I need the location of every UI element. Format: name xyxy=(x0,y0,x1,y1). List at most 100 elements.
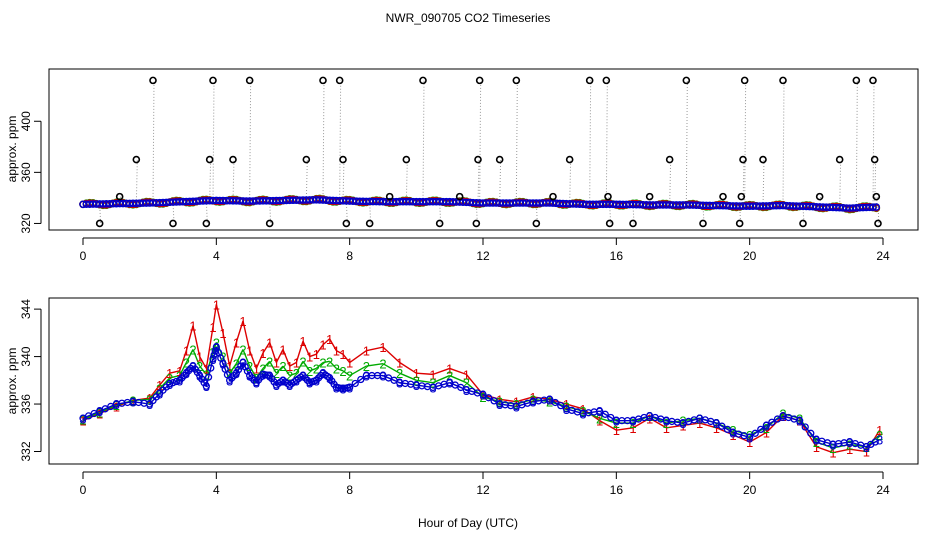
series-2-label: 2 xyxy=(213,335,220,350)
series-2-label: 2 xyxy=(346,369,353,384)
outlier-point xyxy=(872,192,881,201)
series-1-segment xyxy=(215,304,224,334)
series-3-label: 3 xyxy=(529,395,536,410)
series-2-segment xyxy=(289,372,297,377)
outlier-point xyxy=(245,76,254,85)
series-1-label: 1 xyxy=(829,446,836,461)
series-1-label: 1 xyxy=(876,423,883,438)
bottom-panel-x-tick-label: 0 xyxy=(80,483,87,497)
series-3-label: 3 xyxy=(379,369,386,384)
series-3-label: 3 xyxy=(479,388,486,403)
series-1-segment xyxy=(282,349,291,367)
series-1-label: 1 xyxy=(663,421,670,436)
series-3-point xyxy=(601,410,609,418)
series-1-label: 1 xyxy=(496,392,503,407)
series-2-segment xyxy=(179,362,187,376)
outlier-point xyxy=(565,155,574,164)
series-1-label: 1 xyxy=(446,361,453,376)
top-panel-y-tick-label: 400 xyxy=(19,111,33,131)
bottom-panel-y-tick-label: 340 xyxy=(19,346,33,366)
series-2-label: 2 xyxy=(319,356,326,371)
series-3-label: 3 xyxy=(646,409,653,424)
series-1-label: 1 xyxy=(546,392,553,407)
series-3-point xyxy=(346,383,354,392)
series-2-segment xyxy=(282,365,291,376)
series-3-label: 3 xyxy=(496,397,503,412)
excursion-line xyxy=(782,80,785,206)
bottom-panel-y-tick-label: 336 xyxy=(19,394,33,414)
series-1-label: 1 xyxy=(293,356,300,371)
series-1-label: 1 xyxy=(203,361,210,376)
outlier-point xyxy=(665,155,674,164)
series-1-label: 1 xyxy=(196,350,203,365)
series-2-segment xyxy=(322,360,330,364)
bottom-panel-x-tick-label: 8 xyxy=(346,483,353,497)
excursion-line xyxy=(339,80,342,201)
series-1-label: 1 xyxy=(259,346,266,361)
series-3-point xyxy=(871,438,879,446)
outlier-point xyxy=(629,219,637,228)
series-3-segment xyxy=(199,375,207,387)
series-1-segment xyxy=(699,422,717,429)
series-1-label: 1 xyxy=(763,426,770,441)
excursion-line xyxy=(249,80,252,202)
outlier-point xyxy=(735,219,744,228)
excursion-line xyxy=(872,80,875,208)
top-panel-x-tick-label: 12 xyxy=(476,249,490,263)
series-2-segment xyxy=(159,377,171,390)
series-1-segment xyxy=(329,338,337,351)
series-2-segment xyxy=(229,363,237,374)
baseline-point xyxy=(872,203,881,211)
series-1-segment xyxy=(289,361,297,367)
series-2-label: 2 xyxy=(96,405,103,420)
series-1-segment xyxy=(649,417,667,429)
series-2-segment xyxy=(275,365,284,374)
outlier-point xyxy=(335,76,344,85)
series-1-label: 1 xyxy=(176,364,183,379)
series-3-point xyxy=(351,379,359,388)
series-3-point xyxy=(746,433,754,441)
series-1-segment xyxy=(632,417,651,429)
outlier-point xyxy=(205,155,214,164)
series-1-segment xyxy=(295,340,304,363)
series-1-segment xyxy=(599,420,617,431)
series-2-label: 2 xyxy=(239,342,246,357)
series-3-point xyxy=(204,373,213,381)
series-1-segment xyxy=(249,350,257,369)
series-2-label: 2 xyxy=(299,354,306,369)
series-1-segment xyxy=(212,304,218,328)
series-2-label: 2 xyxy=(696,411,703,426)
series-1-segment xyxy=(262,341,271,354)
series-2-label: 2 xyxy=(326,354,333,369)
outlier-point xyxy=(874,219,882,228)
excursion-line xyxy=(232,159,235,201)
series-1-segment xyxy=(499,398,517,403)
series-3-label: 3 xyxy=(413,378,420,393)
series-3-label: 3 xyxy=(596,404,603,419)
outlier-point xyxy=(699,219,707,228)
excursion-line xyxy=(342,159,345,201)
series-3-point xyxy=(169,379,177,387)
series-3-label: 3 xyxy=(613,414,620,429)
series-2-label: 2 xyxy=(796,411,803,426)
excursion-line xyxy=(515,80,518,204)
top-panel: 0 4 8 12 16 20 24 320 360 400 approx. ppm xyxy=(5,68,919,263)
series-2-label: 2 xyxy=(166,371,173,386)
series-2-label: 2 xyxy=(596,411,603,426)
series-3-label: 3 xyxy=(166,377,173,392)
series-1-label: 1 xyxy=(239,314,246,329)
excursion-line xyxy=(152,80,155,203)
series-2-segment xyxy=(249,365,257,379)
outlier-point xyxy=(740,76,749,85)
series-1-label: 1 xyxy=(266,335,273,350)
series-3-label: 3 xyxy=(779,409,786,424)
top-panel-ylabel: approx. ppm xyxy=(5,116,19,183)
series-1-label: 1 xyxy=(233,335,240,350)
series-1-label: 1 xyxy=(299,334,306,349)
series-2-label: 2 xyxy=(746,428,753,443)
outlier-point xyxy=(202,219,211,228)
series-3-segment xyxy=(329,377,337,388)
series-1-segment xyxy=(169,370,180,374)
